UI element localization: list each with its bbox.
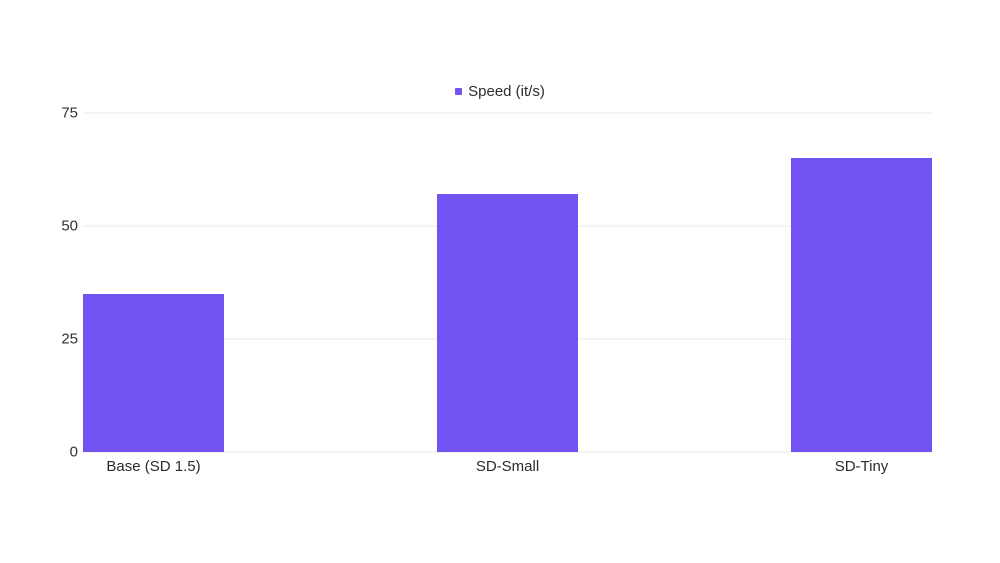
x-axis: Base (SD 1.5) SD-Small SD-Tiny: [83, 458, 932, 480]
y-tick-label: 50: [61, 217, 78, 235]
bar-SD-Small: [437, 194, 578, 452]
x-tick-label: Base (SD 1.5): [106, 458, 201, 475]
chart-legend: Speed (it/s): [0, 84, 1000, 99]
x-tick-label: SD-Small: [475, 458, 540, 475]
bar-Base (SD 1.5): [83, 293, 224, 452]
gridline: [83, 112, 932, 114]
gridline: [83, 451, 932, 453]
y-tick-label: 75: [61, 104, 78, 122]
x-tick-label: SD-Tiny: [834, 458, 889, 475]
legend-swatch-icon: [455, 88, 463, 95]
y-tick-label: 0: [69, 443, 78, 461]
plot-area: [83, 112, 932, 453]
legend-label: Speed (it/s): [468, 83, 545, 100]
y-axis: 0 25 50 75: [0, 106, 78, 460]
y-tick-label: 25: [61, 330, 78, 348]
bar-SD-Tiny: [791, 158, 932, 452]
